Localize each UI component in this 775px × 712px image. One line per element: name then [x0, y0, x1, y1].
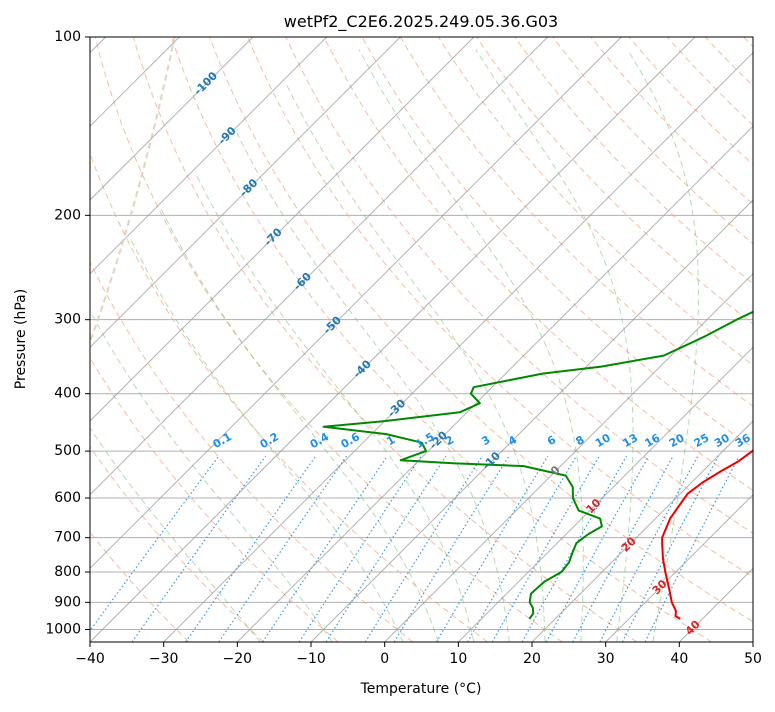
x-tick-label: 10 — [449, 651, 467, 667]
chart-title: wetPf2_C2E6.2025.249.05.36.G03 — [284, 12, 558, 32]
y-tick-label: 500 — [54, 443, 81, 459]
x-axis-label: Temperature (°C) — [360, 681, 482, 697]
y-tick-label: 900 — [54, 594, 81, 610]
y-tick-label: 300 — [54, 312, 81, 328]
x-tick-label: 30 — [597, 651, 615, 667]
y-tick-label: 600 — [54, 490, 81, 506]
x-tick-label: 50 — [744, 651, 762, 667]
y-tick-label: 800 — [54, 564, 81, 580]
y-axis-label: Pressure (hPa) — [13, 289, 29, 389]
y-tick-label: 400 — [54, 386, 81, 402]
x-tick-label: 0 — [380, 651, 389, 667]
x-tick-label: −40 — [75, 651, 105, 667]
x-tick-label: 40 — [670, 651, 688, 667]
y-tick-label: 700 — [54, 530, 81, 546]
y-tick-label: 100 — [54, 29, 81, 45]
x-tick-label: −20 — [223, 651, 253, 667]
x-tick-label: −30 — [149, 651, 179, 667]
x-tick-label: −10 — [296, 651, 326, 667]
y-tick-label: 200 — [54, 207, 81, 223]
x-tick-label: 20 — [523, 651, 541, 667]
y-tick-label: 1000 — [45, 621, 81, 637]
